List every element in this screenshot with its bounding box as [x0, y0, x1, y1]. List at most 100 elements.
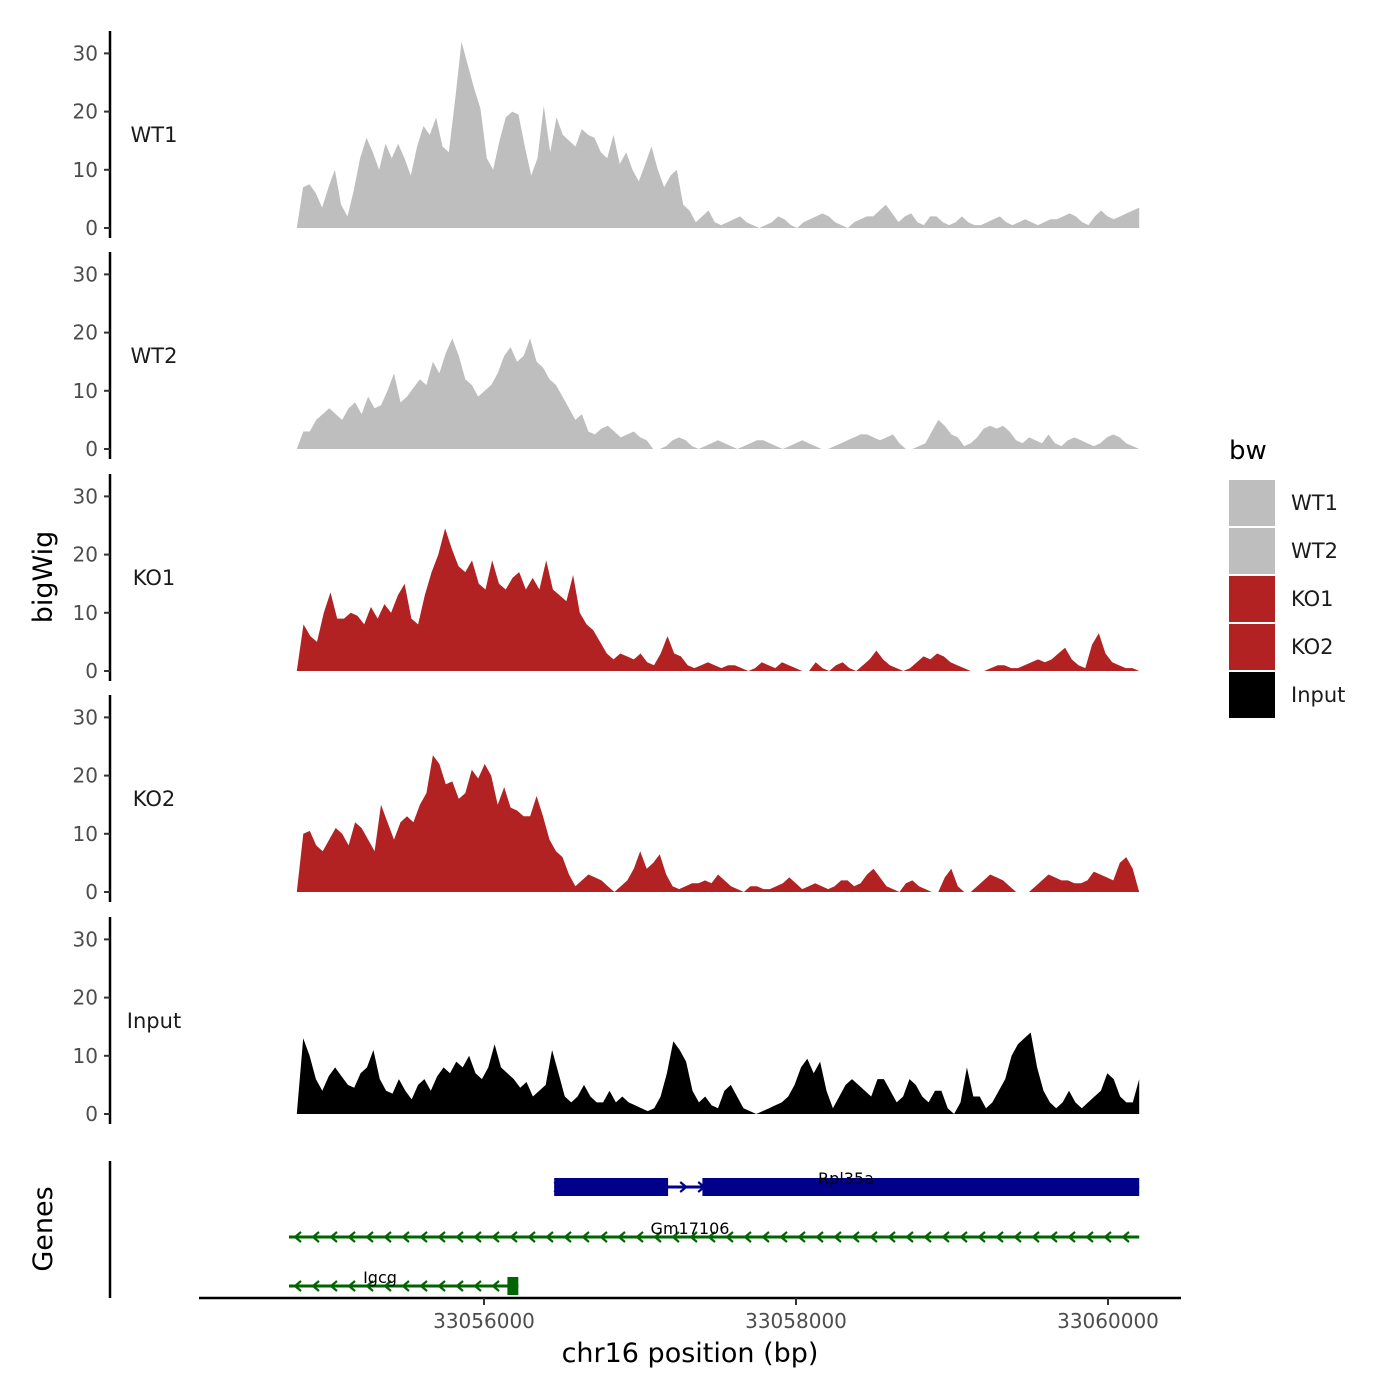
strand-arrow	[833, 1231, 842, 1243]
strand-arrow	[851, 1231, 860, 1243]
area-input	[296, 1032, 1140, 1114]
y-tick-label: 0	[85, 216, 98, 240]
y-tick-label: 20	[73, 543, 98, 567]
signal-tracks: 0 10 20 30 WT1 0 10 20 30 WT2 0 10 20 30 KO1 0 10 20 30 KO2…	[73, 31, 1140, 1126]
y-tick-label: 20	[73, 986, 98, 1010]
strand-arrow	[689, 1231, 698, 1243]
y-tick-label: 0	[85, 437, 98, 461]
strand-arrow	[1013, 1231, 1022, 1243]
strand-arrow	[1049, 1231, 1058, 1243]
track-input: 0 10 20 30 Input	[73, 917, 1140, 1126]
track-label: KO2	[133, 787, 176, 811]
strand-arrow	[869, 1231, 878, 1243]
y-axis-title: bigWig	[28, 531, 59, 624]
legend-label: KO1	[1291, 587, 1334, 611]
legend-label: WT1	[1291, 491, 1338, 515]
track-label: KO1	[133, 566, 176, 590]
strand-arrow	[473, 1231, 482, 1243]
gene-label: Rpl35a	[818, 1169, 874, 1188]
strand-arrow	[671, 1231, 680, 1243]
strand-arrow	[347, 1280, 356, 1292]
track-wt2: 0 10 20 30 WT2	[73, 252, 1140, 461]
gene-igcg: Igcg	[289, 1268, 519, 1295]
strand-arrow	[635, 1231, 644, 1243]
y-tick-label: 0	[85, 659, 98, 683]
x-tick-label: 33060000	[1057, 1309, 1159, 1333]
legend-item-wt2: WT2	[1229, 528, 1338, 574]
gene-gm17106: Gm17106	[289, 1219, 1140, 1243]
strand-arrow	[1085, 1231, 1094, 1243]
y-tick-label: 30	[73, 705, 98, 729]
strand-arrow	[743, 1231, 752, 1243]
y-tick-label: 0	[85, 880, 98, 904]
strand-arrow	[725, 1231, 734, 1243]
legend-item-wt1: WT1	[1229, 480, 1338, 526]
strand-arrow	[545, 1231, 554, 1243]
x-axis: 33056000 33058000 33060000	[199, 1296, 1181, 1333]
x-axis-title: chr16 position (bp)	[562, 1338, 819, 1369]
strand-arrow	[491, 1280, 500, 1292]
strand-arrow	[941, 1231, 950, 1243]
track-wt1: 0 10 20 30 WT1	[73, 31, 1140, 240]
strand-arrow	[1067, 1231, 1076, 1243]
strand-arrow	[455, 1280, 464, 1292]
legend-item-ko2: KO2	[1229, 624, 1334, 670]
strand-arrow	[311, 1280, 320, 1292]
strand-arrow	[455, 1231, 464, 1243]
track-ko2: 0 10 20 30 KO2	[73, 695, 1140, 904]
strand-arrow	[419, 1231, 428, 1243]
strand-arrow	[419, 1280, 428, 1292]
exon	[702, 1178, 1140, 1196]
strand-arrow	[977, 1231, 986, 1243]
legend-swatch	[1229, 672, 1275, 718]
legend-item-ko1: KO1	[1229, 576, 1334, 622]
y-tick-label: 10	[73, 822, 98, 846]
strand-arrow	[311, 1231, 320, 1243]
legend-label: WT2	[1291, 539, 1338, 563]
track-label: WT1	[131, 123, 178, 147]
genes-axis-title: Genes	[28, 1186, 59, 1271]
strand-arrow	[473, 1280, 482, 1292]
y-tick-label: 10	[73, 379, 98, 403]
strand-arrow	[1031, 1231, 1040, 1243]
y-tick-label: 20	[73, 764, 98, 788]
legend-item-input: Input	[1229, 672, 1345, 718]
strand-arrow	[437, 1231, 446, 1243]
strand-arrow	[995, 1231, 1004, 1243]
strand-arrow	[347, 1231, 356, 1243]
strand-arrow	[509, 1231, 518, 1243]
legend-swatch	[1229, 480, 1275, 526]
strand-arrow	[365, 1280, 374, 1292]
strand-arrow	[617, 1231, 626, 1243]
track-label: WT2	[131, 344, 178, 368]
strand-arrow	[707, 1231, 716, 1243]
strand-arrow	[329, 1231, 338, 1243]
strand-arrow	[1103, 1231, 1112, 1243]
strand-arrow	[293, 1231, 302, 1243]
y-tick-label: 30	[73, 927, 98, 951]
strand-arrow	[383, 1280, 392, 1292]
strand-arrow	[923, 1231, 932, 1243]
track-ko1: 0 10 20 30 KO1	[73, 474, 1140, 683]
strand-arrow	[761, 1231, 770, 1243]
strand-arrow	[383, 1231, 392, 1243]
y-tick-label: 30	[73, 262, 98, 286]
strand-arrow	[905, 1231, 914, 1243]
strand-arrow	[401, 1280, 410, 1292]
y-tick-label: 30	[73, 484, 98, 508]
gene-label: Gm17106	[651, 1219, 730, 1238]
strand-arrow	[599, 1231, 608, 1243]
strand-arrow	[779, 1231, 788, 1243]
strand-arrow	[797, 1231, 806, 1243]
y-tick-label: 20	[73, 321, 98, 345]
strand-arrow	[581, 1231, 590, 1243]
strand-arrow	[1121, 1231, 1130, 1243]
strand-arrow	[887, 1231, 896, 1243]
y-tick-label: 10	[73, 601, 98, 625]
gene-label: Igcg	[363, 1268, 397, 1287]
legend-label: KO2	[1291, 635, 1334, 659]
strand-arrow	[527, 1231, 536, 1243]
strand-arrow	[679, 1181, 688, 1193]
y-tick-label: 0	[85, 1102, 98, 1126]
genes-panel: Rpl35a Gm17106 Igcg	[108, 1161, 1140, 1298]
